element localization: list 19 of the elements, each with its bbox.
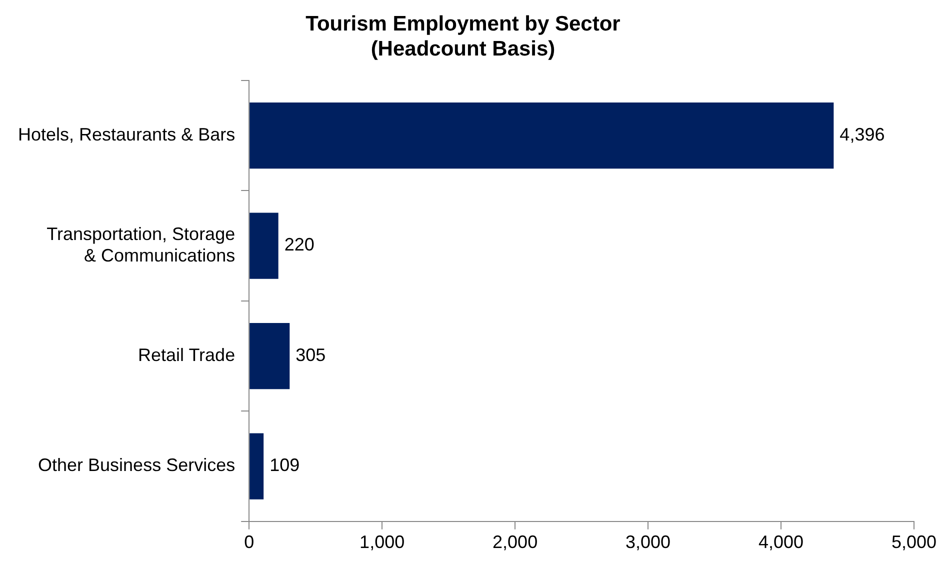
y-tick-label: Transportation, Storage & Communications (46, 224, 236, 266)
x-tick-label: 1,000 (360, 532, 405, 552)
y-tick-label: Hotels, Restaurants & Bars (18, 124, 236, 144)
bar (250, 102, 834, 169)
x-tick-label: 5,000 (891, 532, 937, 552)
x-tick-label: 3,000 (626, 532, 671, 552)
data-label: 4,396 (840, 124, 885, 144)
x-tick-label: 0 (244, 532, 254, 552)
bar (250, 322, 290, 390)
data-label: 220 (284, 234, 314, 255)
x-tick-label: 4,000 (758, 532, 804, 552)
y-tick-label: Retail Trade (138, 344, 236, 365)
chart-title: Tourism Employment by Sector (Headcount Basis) (306, 12, 620, 61)
x-tick-label: 2,000 (492, 532, 538, 552)
y-tick-label: Other Business Services (38, 455, 236, 476)
bar (250, 433, 264, 500)
bar (250, 212, 278, 279)
data-label: 305 (296, 344, 326, 365)
data-label: 109 (270, 455, 300, 476)
